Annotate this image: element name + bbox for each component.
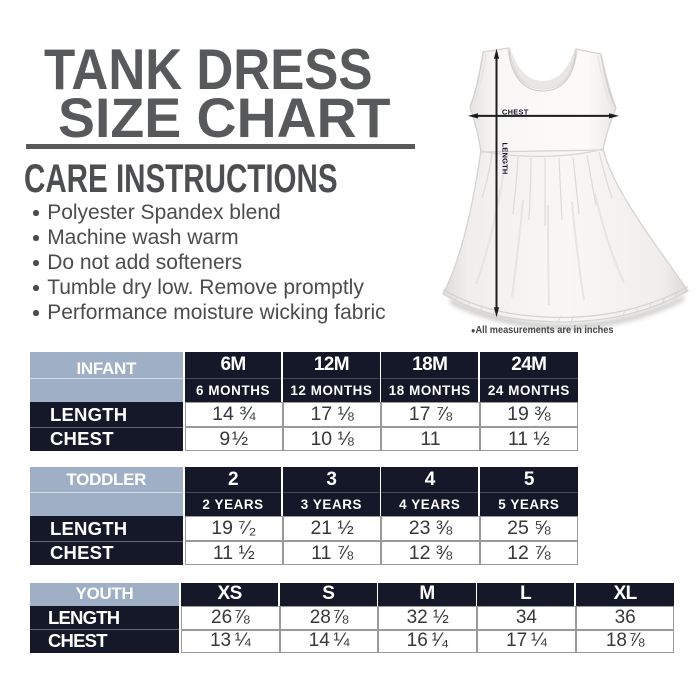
svg-text:LENGTH: LENGTH	[500, 143, 509, 175]
svg-text:CHEST: CHEST	[502, 107, 529, 116]
